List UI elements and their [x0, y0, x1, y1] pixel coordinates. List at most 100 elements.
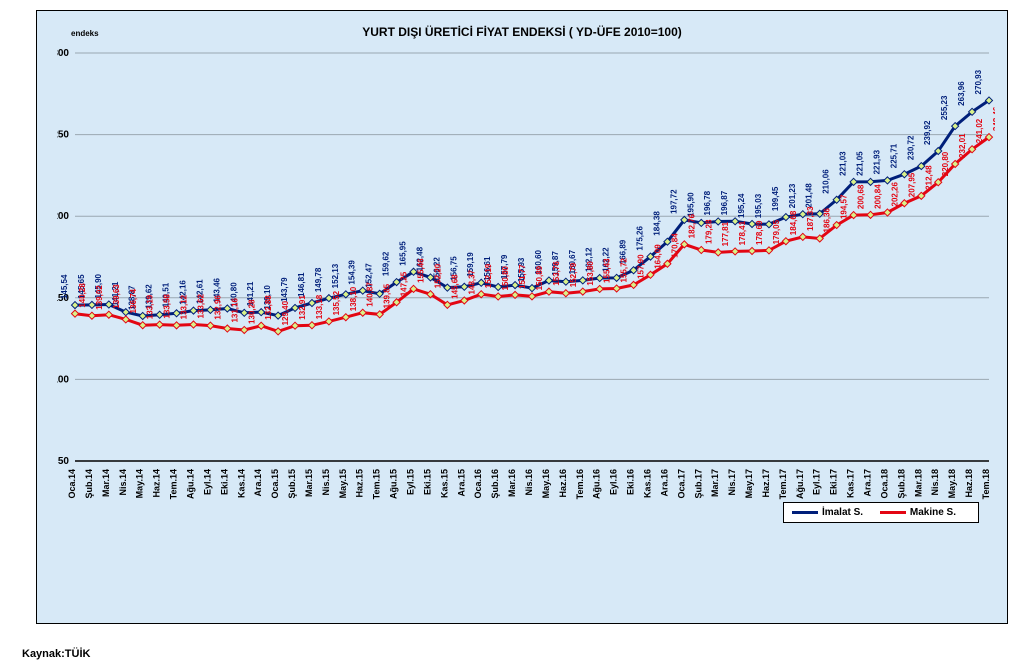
svg-text:201,48: 201,48 — [805, 183, 814, 208]
svg-text:132,88: 132,88 — [264, 295, 273, 320]
svg-text:220,80: 220,80 — [941, 151, 950, 176]
svg-text:179,28: 179,28 — [704, 219, 713, 244]
svg-text:135,52: 135,52 — [332, 290, 341, 315]
svg-text:100: 100 — [57, 374, 69, 385]
y-axis-title: endeks — [71, 29, 99, 38]
legend-swatch-makine — [880, 511, 906, 514]
svg-text:Ağu.16: Ağu.16 — [592, 469, 602, 499]
svg-text:150,80: 150,80 — [501, 265, 510, 290]
svg-text:145,54: 145,54 — [60, 274, 69, 299]
svg-text:Mar.17: Mar.17 — [710, 469, 720, 497]
svg-text:232,01: 232,01 — [958, 133, 967, 158]
svg-text:133,12: 133,12 — [180, 294, 189, 319]
svg-text:133,58: 133,58 — [163, 294, 172, 319]
svg-text:221,05: 221,05 — [856, 151, 865, 176]
svg-text:Mar.15: Mar.15 — [304, 469, 314, 497]
chart-legend: İmalat S. Makine S. — [783, 502, 979, 523]
svg-text:225,71: 225,71 — [889, 143, 898, 168]
svg-text:149,78: 149,78 — [314, 267, 323, 292]
svg-text:187,33: 187,33 — [806, 206, 815, 231]
svg-text:140,28: 140,28 — [78, 283, 87, 308]
svg-text:Eyl.15: Eyl.15 — [406, 469, 416, 495]
svg-text:197,72: 197,72 — [669, 189, 678, 214]
svg-text:Mar.18: Mar.18 — [913, 469, 923, 497]
svg-text:152,20: 152,20 — [433, 263, 442, 288]
svg-text:165,95: 165,95 — [399, 241, 408, 266]
svg-text:179,05: 179,05 — [772, 219, 781, 244]
svg-text:Ara.14: Ara.14 — [253, 469, 263, 497]
svg-text:50: 50 — [58, 456, 70, 467]
svg-text:Nis.17: Nis.17 — [727, 469, 737, 496]
svg-text:Haz.14: Haz.14 — [152, 469, 162, 498]
svg-text:Eyl.17: Eyl.17 — [812, 469, 822, 495]
svg-text:Ağu.15: Ağu.15 — [389, 469, 399, 499]
svg-text:178,69: 178,69 — [755, 220, 764, 245]
svg-text:194,57: 194,57 — [840, 194, 849, 219]
svg-text:Eki.17: Eki.17 — [829, 469, 839, 495]
svg-text:146,81: 146,81 — [297, 272, 306, 297]
svg-text:May.18: May.18 — [947, 469, 957, 498]
svg-text:Oca.18: Oca.18 — [879, 469, 889, 499]
svg-text:Ağu.14: Ağu.14 — [185, 469, 195, 499]
svg-text:Kas.15: Kas.15 — [439, 469, 449, 498]
svg-text:132,96: 132,96 — [213, 295, 222, 320]
svg-text:138,10: 138,10 — [349, 286, 358, 311]
svg-text:Tem.16: Tem.16 — [575, 469, 585, 499]
svg-text:130,28: 130,28 — [247, 299, 256, 324]
svg-text:Kas.16: Kas.16 — [642, 469, 652, 498]
svg-text:Ara.15: Ara.15 — [456, 469, 466, 497]
svg-text:Haz.18: Haz.18 — [964, 469, 974, 498]
svg-text:133,18: 133,18 — [315, 294, 324, 319]
svg-text:Nis.15: Nis.15 — [321, 469, 331, 496]
svg-text:255,23: 255,23 — [940, 95, 949, 120]
svg-text:230,72: 230,72 — [906, 135, 915, 160]
svg-text:152,19: 152,19 — [484, 263, 493, 288]
svg-text:145,68: 145,68 — [450, 274, 459, 299]
svg-text:207,95: 207,95 — [907, 172, 916, 197]
chart-title: YURT DIŞI ÜRETİCİ FİYAT ENDEKSİ ( YD-ÜFE… — [37, 25, 1007, 39]
svg-text:Kas.17: Kas.17 — [846, 469, 856, 498]
svg-text:Şub.14: Şub.14 — [84, 469, 94, 499]
svg-text:Eyl.14: Eyl.14 — [202, 469, 212, 495]
svg-text:300: 300 — [57, 48, 69, 59]
svg-text:175,26: 175,26 — [635, 226, 644, 251]
svg-text:Nis.18: Nis.18 — [930, 469, 940, 496]
svg-text:157,90: 157,90 — [637, 254, 646, 279]
svg-text:Haz.16: Haz.16 — [558, 469, 568, 498]
svg-text:133,62: 133,62 — [196, 294, 205, 319]
svg-text:239,92: 239,92 — [923, 120, 932, 145]
svg-text:Şub.16: Şub.16 — [490, 469, 500, 499]
svg-text:154,39: 154,39 — [348, 260, 357, 285]
svg-text:177,81: 177,81 — [721, 221, 730, 246]
svg-text:147,25: 147,25 — [400, 271, 409, 296]
svg-text:Tem.17: Tem.17 — [778, 469, 788, 499]
svg-text:Tem.18: Tem.18 — [981, 469, 991, 499]
svg-text:Ara.17: Ara.17 — [863, 469, 873, 497]
svg-text:212,48: 212,48 — [924, 165, 933, 190]
svg-text:Mar.14: Mar.14 — [101, 469, 111, 497]
svg-text:Tem.15: Tem.15 — [372, 469, 382, 499]
svg-text:Oca.15: Oca.15 — [270, 469, 280, 499]
svg-text:201,23: 201,23 — [788, 183, 797, 208]
svg-text:Mar.16: Mar.16 — [507, 469, 517, 497]
svg-text:132,91: 132,91 — [298, 295, 307, 320]
svg-text:133,19: 133,19 — [146, 294, 155, 319]
svg-text:155,72: 155,72 — [620, 257, 629, 282]
chart-frame: YURT DIŞI ÜRETİCİ FİYAT ENDEKSİ ( YD-ÜFE… — [36, 10, 1008, 624]
svg-text:Ara.16: Ara.16 — [659, 469, 669, 497]
svg-text:Nis.16: Nis.16 — [524, 469, 534, 496]
svg-text:196,87: 196,87 — [720, 190, 729, 215]
svg-text:263,96: 263,96 — [957, 81, 966, 106]
svg-text:221,93: 221,93 — [872, 149, 881, 174]
svg-text:136,74: 136,74 — [129, 288, 138, 313]
svg-text:131,16: 131,16 — [230, 298, 239, 323]
svg-text:Şub.17: Şub.17 — [693, 469, 703, 499]
svg-text:182,76: 182,76 — [687, 213, 696, 238]
svg-text:May.17: May.17 — [744, 469, 754, 498]
svg-text:139,63: 139,63 — [112, 284, 121, 309]
source-label: Kaynak:TÜİK — [22, 648, 90, 660]
svg-text:May.16: May.16 — [541, 469, 551, 498]
svg-text:250: 250 — [57, 130, 69, 141]
svg-text:200: 200 — [57, 211, 69, 222]
chart-plot: 50100150200250300Oca.14Şub.14Mar.14Nis.1… — [57, 47, 995, 539]
